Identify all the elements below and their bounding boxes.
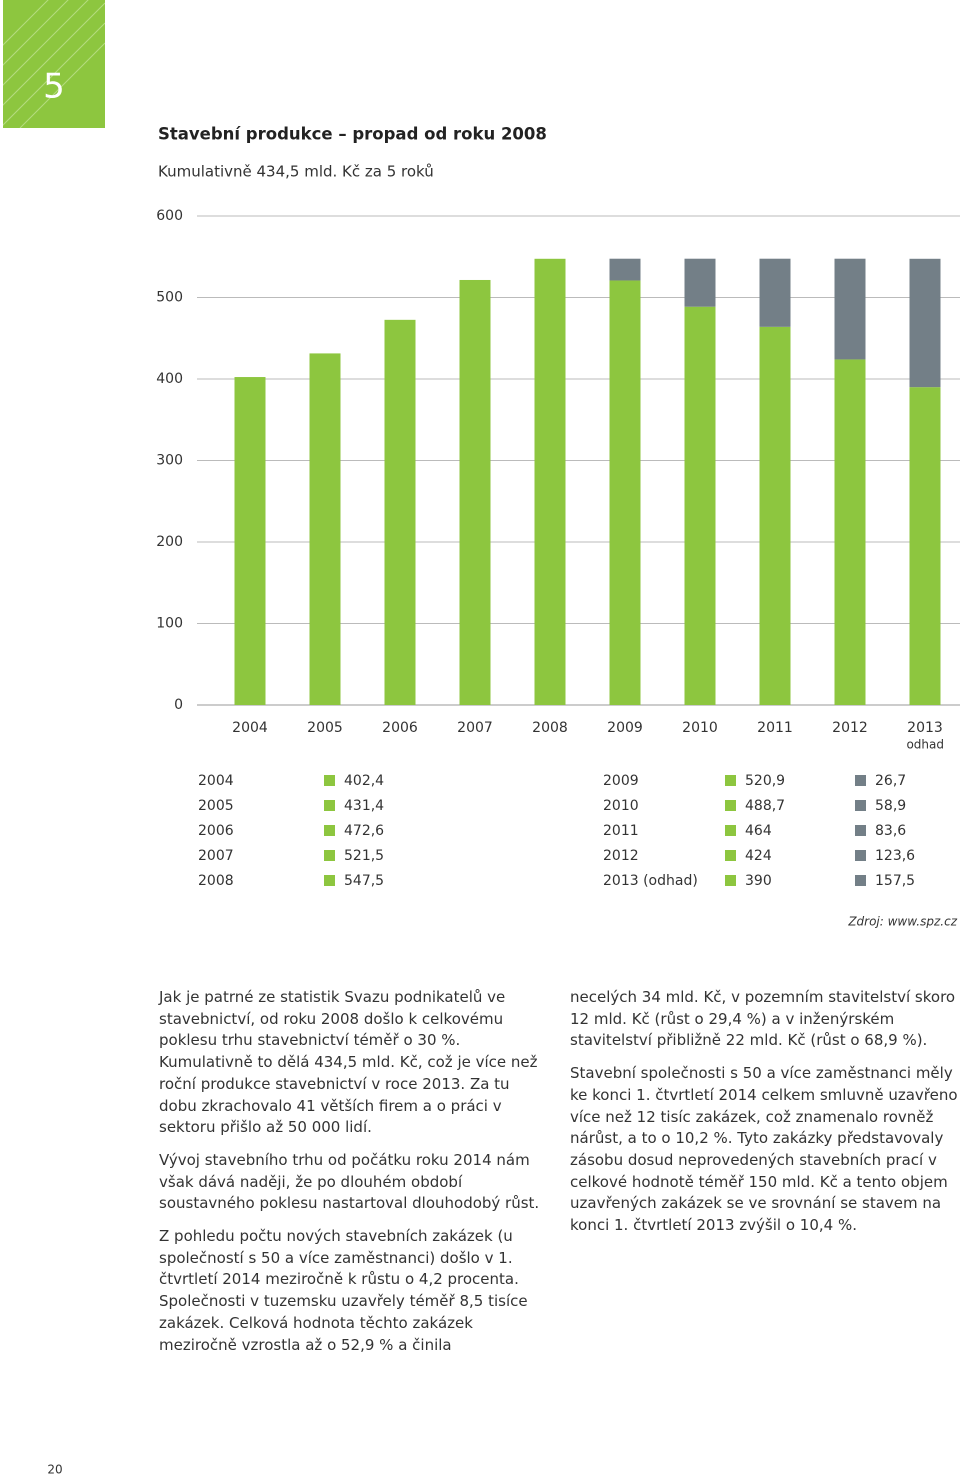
paragraph: necelých 34 mld. Kč, v pozemním stavitel… (570, 988, 956, 1050)
table-value: 521,5 (344, 848, 384, 864)
y-tick-label: 300 (156, 453, 183, 469)
bar-segment (909, 258, 941, 388)
paragraph: Jak je patrné ze statistik Svazu podnika… (159, 988, 538, 1137)
table-swatch (324, 800, 335, 811)
source: Zdroj: www.spz.cz (847, 915, 957, 929)
x-tick-label: 2011 (757, 720, 793, 736)
paragraph: Vývoj stavebního trhu od počátku roku 20… (159, 1150, 540, 1213)
table-value: 123,6 (875, 848, 915, 864)
x-tick-label: 2008 (532, 720, 568, 736)
table-value: 58,9 (875, 798, 906, 814)
bar-segment (834, 258, 866, 360)
table-swatch (324, 775, 335, 786)
paragraph: Z pohledu počtu nových stavebních zakáze… (159, 1227, 528, 1354)
table-value: 26,7 (875, 773, 906, 789)
table-value: 520,9 (745, 773, 785, 789)
y-tick-label: 600 (156, 208, 183, 224)
table-year: 2013 (odhad) (603, 873, 698, 889)
paragraph: Stavební společnosti s 50 a více zaměstn… (570, 1064, 958, 1235)
y-tick-label: 500 (156, 290, 183, 306)
table-year: 2007 (198, 848, 234, 864)
x-tick-label: 2009 (607, 720, 643, 736)
table-year: 2011 (603, 823, 639, 839)
y-tick-label: 400 (156, 371, 183, 387)
table-year: 2012 (603, 848, 639, 864)
x-tick-label: 2010 (682, 720, 718, 736)
table-swatch (725, 825, 736, 836)
table-value: 402,4 (344, 773, 384, 789)
table-value: 472,6 (344, 823, 384, 839)
table-swatch (855, 800, 866, 811)
x-tick-label: 2013 (907, 720, 943, 736)
bar-segment (684, 306, 716, 705)
chart-subtitle: Kumulativně 434,5 mld. Kč za 5 roků (158, 163, 434, 181)
bar-segment (234, 377, 266, 705)
bar-segment (834, 359, 866, 705)
table-year: 2006 (198, 823, 234, 839)
bar-segment (759, 326, 791, 705)
body-right: necelých 34 mld. Kč, v pozemním stavitel… (570, 987, 960, 1248)
table-value: 390 (745, 873, 772, 889)
bar-segment (384, 319, 416, 705)
bar-segment (909, 387, 941, 705)
badge (3, 0, 105, 128)
table-swatch (725, 875, 736, 886)
y-tick-label: 100 (156, 616, 183, 632)
table-value: 83,6 (875, 823, 906, 839)
table-year: 2005 (198, 798, 234, 814)
bar-segment (534, 258, 566, 705)
x-tick-note: odhad (906, 738, 944, 752)
table-swatch (855, 850, 866, 861)
body-left: Jak je patrné ze statistik Svazu podnika… (159, 987, 544, 1367)
table-year: 2008 (198, 873, 234, 889)
bar-segment (609, 280, 641, 705)
chart-title: Stavební produkce – propad od roku 2008 (158, 125, 547, 144)
badge-pattern (3, 0, 105, 128)
x-tick-label: 2007 (457, 720, 493, 736)
table-swatch (324, 825, 335, 836)
bar-segment (684, 258, 716, 307)
y-tick-label: 200 (156, 534, 183, 550)
table-swatch (324, 850, 335, 861)
table-swatch (725, 850, 736, 861)
bar-segment (309, 353, 341, 705)
table-swatch (725, 775, 736, 786)
table-value: 488,7 (745, 798, 785, 814)
table-swatch (855, 875, 866, 886)
table-value: 547,5 (344, 873, 384, 889)
x-tick-label: 2006 (382, 720, 418, 736)
bar-segment (609, 258, 641, 281)
table-year: 2010 (603, 798, 639, 814)
table-value: 431,4 (344, 798, 384, 814)
x-tick-label: 2005 (307, 720, 343, 736)
bar-segment (459, 279, 491, 705)
page-number: 20 (47, 1463, 62, 1476)
y-tick-label: 0 (174, 697, 183, 713)
table-year: 2009 (603, 773, 639, 789)
badge-number: 5 (43, 67, 65, 107)
x-tick-label: 2012 (832, 720, 868, 736)
table-value: 157,5 (875, 873, 915, 889)
table-value: 424 (745, 848, 772, 864)
bar-segment (759, 258, 791, 327)
table-value: 464 (745, 823, 772, 839)
x-tick-label: 2004 (232, 720, 268, 736)
table-swatch (324, 875, 335, 886)
table-year: 2004 (198, 773, 234, 789)
table-swatch (855, 775, 866, 786)
table-swatch (725, 800, 736, 811)
table-swatch (855, 825, 866, 836)
